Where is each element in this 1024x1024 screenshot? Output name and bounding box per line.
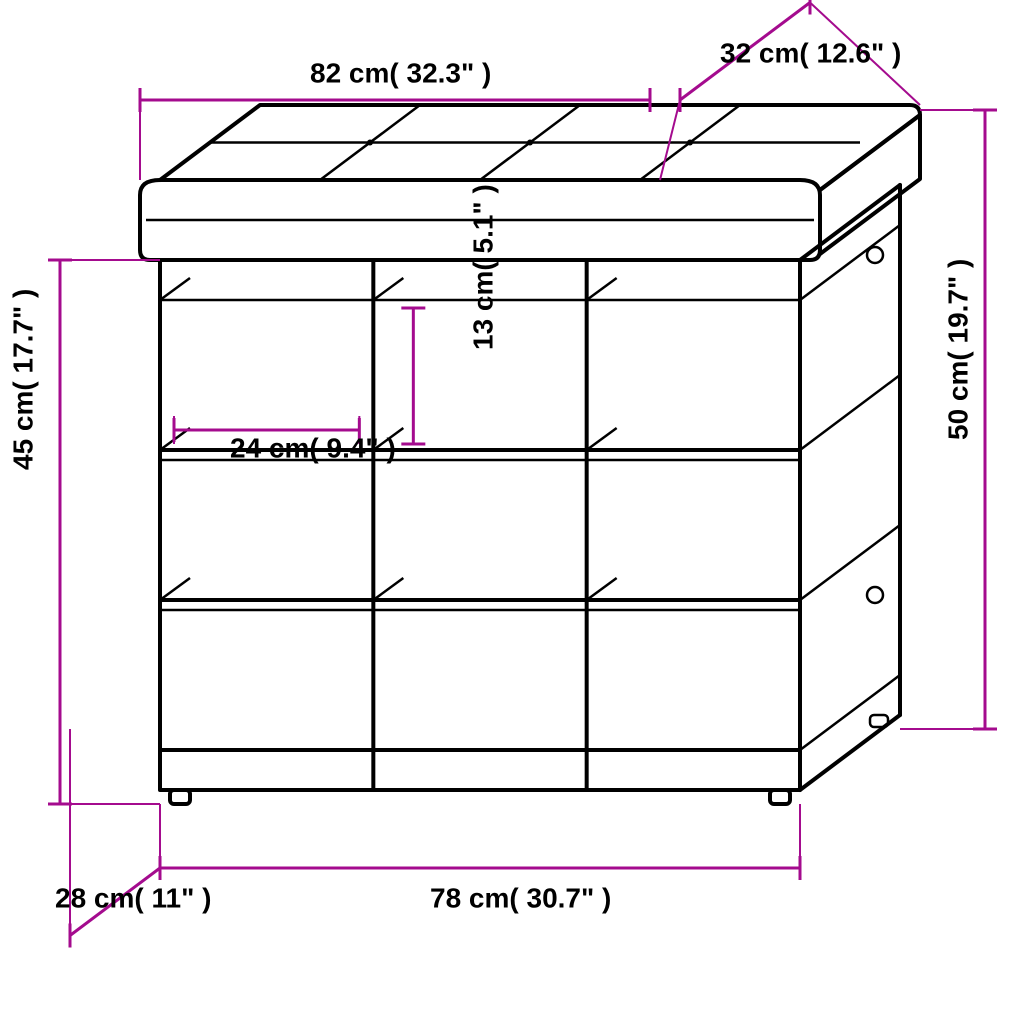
dim-label-body_height: 45 cm( 17.7" ) (7, 289, 38, 470)
dim-label-top_depth: 32 cm( 12.6" ) (720, 37, 901, 68)
dim-label-base_width: 78 cm( 30.7" ) (430, 882, 611, 913)
dimension-labels: 82 cm( 32.3" ) 32 cm( 12.6" ) 45 cm( 17.7"… (7, 37, 973, 913)
dim-label-total_height: 50 cm( 19.7" ) (942, 259, 973, 440)
dim-label-top_width: 82 cm( 32.3" ) (310, 57, 491, 88)
dim-label-shelf_width: 24 cm( 9.4" ) (230, 432, 396, 463)
dim-label-shelf_height: 13 cm( 5.1" ) (467, 184, 498, 350)
dim-label-base_depth: 28 cm( 11" ) (55, 882, 211, 913)
furniture-outline (160, 140, 888, 805)
